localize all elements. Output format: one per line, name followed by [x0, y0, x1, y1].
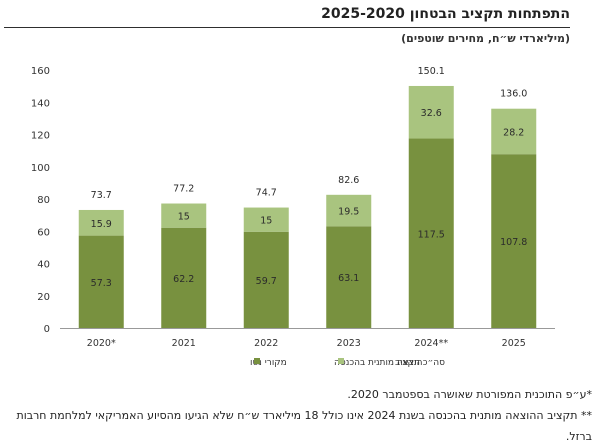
- bar-conditional-1: [161, 203, 207, 228]
- total-label-5: 136.0: [500, 89, 527, 100]
- data-label-base-3: 63.1: [338, 273, 359, 284]
- footnotes: *ע״פ התוכנית המפורטת שאושרה בספטמבר 2020…: [7, 384, 593, 447]
- y-tick-label-3: 60: [37, 227, 50, 238]
- x-tick-label-4: 2024**: [414, 338, 448, 349]
- chart-title: התפתחות תקציב הבטחון 2025-2020: [321, 6, 570, 22]
- data-label-conditional-5: 28.2: [503, 127, 524, 138]
- data-label-conditional-1: 15: [178, 212, 190, 223]
- data-label-base-2: 59.7: [256, 276, 277, 287]
- x-tick-label-2: 2022: [254, 338, 278, 349]
- data-label-conditional-3: 19.5: [338, 207, 359, 218]
- legend-label-0: סה״כ תקציב: [395, 358, 445, 368]
- data-label-base-1: 62.2: [173, 274, 194, 285]
- y-tick-label-1: 20: [37, 292, 50, 303]
- total-label-1: 77.2: [173, 184, 194, 195]
- y-tick-label-4: 80: [37, 195, 50, 206]
- x-tick-label-0: 2020*: [87, 338, 116, 349]
- bar-base-1: [161, 227, 207, 328]
- bar-base-0: [78, 235, 124, 328]
- data-label-base-0: 57.3: [91, 278, 112, 289]
- bar-base-3: [326, 226, 372, 328]
- bar-conditional-3: [326, 194, 372, 227]
- footnote-1: *ע״פ התוכנית המפורטת שאושרה בספטמבר 2020…: [347, 388, 592, 401]
- data-label-conditional-2: 15: [260, 216, 272, 227]
- total-label-3: 82.6: [338, 175, 359, 186]
- data-label-base-4: 117.5: [418, 229, 445, 240]
- x-tick-label-1: 2021: [172, 338, 196, 349]
- legend-swatch-1: [338, 358, 344, 364]
- bar-conditional-2: [243, 207, 289, 232]
- footnote-2: ** תקציב ההוצאה מותנית בהכנסה בשנת 2024 …: [16, 409, 593, 443]
- data-label-conditional-4: 32.6: [421, 108, 442, 119]
- y-tick-label-7: 140: [31, 98, 50, 109]
- bar-base-2: [243, 231, 289, 328]
- y-tick-label-2: 40: [37, 260, 50, 271]
- bar-base-4: [408, 138, 454, 328]
- x-tick-label-5: 2025: [502, 338, 526, 349]
- y-tick-label-0: 0: [44, 324, 50, 335]
- y-tick-label-6: 120: [31, 131, 50, 142]
- total-label-2: 74.7: [256, 188, 277, 199]
- chart-subtitle: (מיליארדי ש״ח, מחירים שוטפים): [401, 32, 570, 45]
- y-tick-label-5: 100: [31, 163, 50, 174]
- bar-conditional-4: [408, 85, 454, 139]
- total-label-4: 150.1: [418, 66, 445, 77]
- y-tick-label-8: 160: [31, 66, 50, 77]
- bar-conditional-5: [491, 108, 537, 155]
- data-label-conditional-0: 15.9: [91, 219, 112, 230]
- total-label-0: 73.7: [91, 190, 112, 201]
- x-tick-label-3: 2023: [337, 338, 361, 349]
- data-label-base-5: 107.8: [500, 237, 527, 248]
- bar-chart: 0 20 40 60 80 100 120 140 160 57.3 15.9 73.7 2020* 62…: [31, 66, 555, 368]
- legend-label-1: הוצאה מותנית בהכנסה: [334, 358, 423, 368]
- bar-base-5: [491, 154, 537, 328]
- bar-conditional-0: [78, 209, 124, 236]
- title-divider: [4, 27, 570, 28]
- legend-swatch-2: [254, 358, 260, 364]
- legend-label-2: מקורי נטו: [250, 358, 287, 368]
